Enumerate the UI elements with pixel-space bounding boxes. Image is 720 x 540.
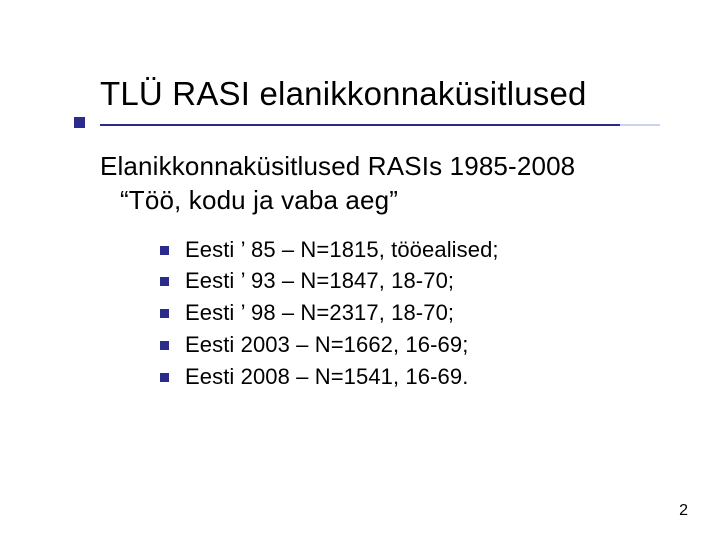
list-item: Eesti ’ 93 – N=1847, 18-70;	[100, 265, 660, 297]
slide-title: TLÜ RASI elanikkonnaküsitlused	[100, 75, 660, 113]
square-bullet-icon	[160, 246, 169, 255]
list-item: Eesti 2008 – N=1541, 16-69.	[100, 361, 660, 393]
slide: TLÜ RASI elanikkonnaküsitlused Elanikkon…	[0, 0, 720, 540]
list-item: Eesti ’ 98 – N=2317, 18-70;	[100, 297, 660, 329]
bullet-list: Eesti ’ 85 – N=1815, tööealised; Eesti ’…	[100, 234, 660, 393]
bullet-text: Eesti ’ 98 – N=2317, 18-70;	[185, 297, 454, 329]
square-bullet-icon	[160, 277, 169, 286]
bullet-text: Eesti 2003 – N=1662, 16-69;	[185, 329, 468, 361]
body-line-2: “Töö, kodu ja vaba aeg”	[100, 184, 660, 218]
title-accent-square	[74, 117, 85, 128]
bullet-text: Eesti ’ 85 – N=1815, tööealised;	[185, 234, 499, 266]
bullet-text: Eesti ’ 93 – N=1847, 18-70;	[185, 265, 454, 297]
title-underline	[100, 124, 660, 126]
title-wrap: TLÜ RASI elanikkonnaküsitlused	[100, 75, 660, 113]
page-number: 2	[679, 502, 688, 520]
square-bullet-icon	[160, 373, 169, 382]
underline-light-segment	[620, 124, 660, 126]
body-content: Elanikkonnaküsitlused RASIs 1985-2008 “T…	[100, 150, 660, 393]
square-bullet-icon	[160, 341, 169, 350]
body-line-1: Elanikkonnaküsitlused RASIs 1985-2008	[100, 150, 660, 184]
square-bullet-icon	[160, 309, 169, 318]
list-item: Eesti 2003 – N=1662, 16-69;	[100, 329, 660, 361]
underline-dark-segment	[100, 124, 620, 126]
list-item: Eesti ’ 85 – N=1815, tööealised;	[100, 234, 660, 266]
bullet-text: Eesti 2008 – N=1541, 16-69.	[185, 361, 468, 393]
